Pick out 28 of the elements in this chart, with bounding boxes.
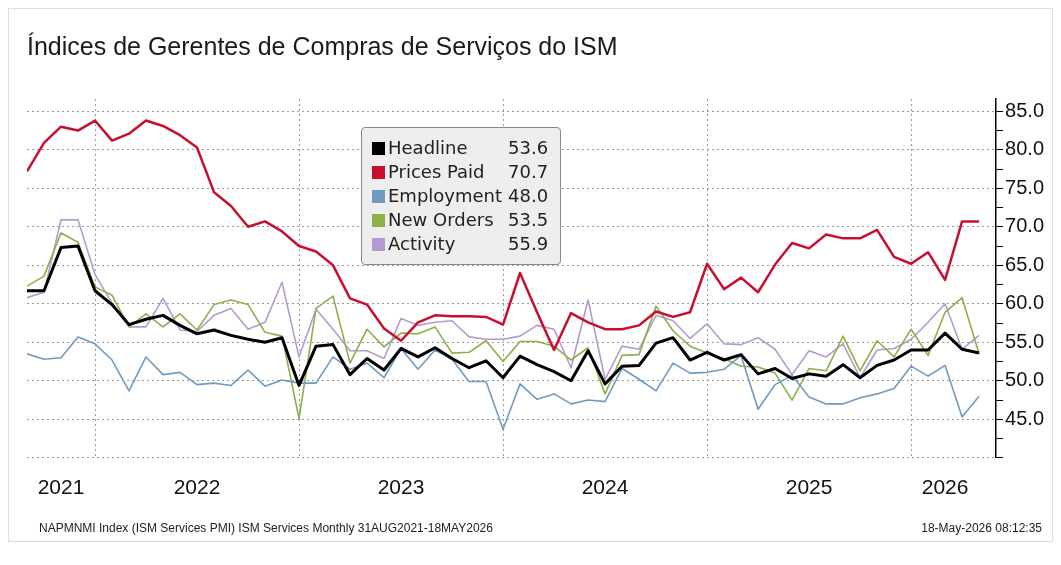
x-tick-label: 2026 (921, 475, 969, 499)
annotation: 48.0 (508, 184, 549, 208)
legend-label: Activity (388, 232, 457, 256)
x-tick-label: 2025 (785, 475, 833, 499)
y-tick-label: 75.0 (1005, 175, 1045, 198)
text: NAPMNMI Index (ISM Services PMI) ISM Services Monthly 31AUG2021-18MAY2026 (39, 521, 493, 535)
text: 18-May-2026 08:12:35 (921, 521, 1042, 535)
y-tick-label: 50.0 (1005, 368, 1045, 391)
y-tick-label: 45.0 (1005, 406, 1045, 429)
y-tick-label: 85.0 (1005, 98, 1045, 121)
x-tick-label: 2021 (37, 475, 85, 499)
legend-label: Headline (388, 136, 469, 160)
legend-label: New Orders (388, 208, 495, 232)
y-tick-label: 65.0 (1005, 252, 1045, 275)
y-tick-label: 60.0 (1005, 291, 1045, 314)
y-tick-label: 55.0 (1005, 329, 1045, 352)
x-tick-label: 2022 (173, 475, 221, 499)
x-tick-label: 2024 (581, 475, 629, 499)
annotation: 70.7 (508, 160, 549, 184)
chart-title: Índices de Gerentes de Compras de Serviços do ISM (27, 31, 618, 60)
legend-label: Employment (388, 184, 504, 208)
annotation: 53.5 (508, 208, 549, 232)
y-tick-label: 70.0 (1005, 214, 1045, 237)
y-tick-label: 80.0 (1005, 137, 1045, 160)
legend-label: Prices Paid (388, 160, 486, 184)
annotation: 55.9 (508, 232, 549, 256)
x-tick-label: 2023 (377, 475, 425, 499)
annotation: 53.6 (508, 136, 549, 160)
